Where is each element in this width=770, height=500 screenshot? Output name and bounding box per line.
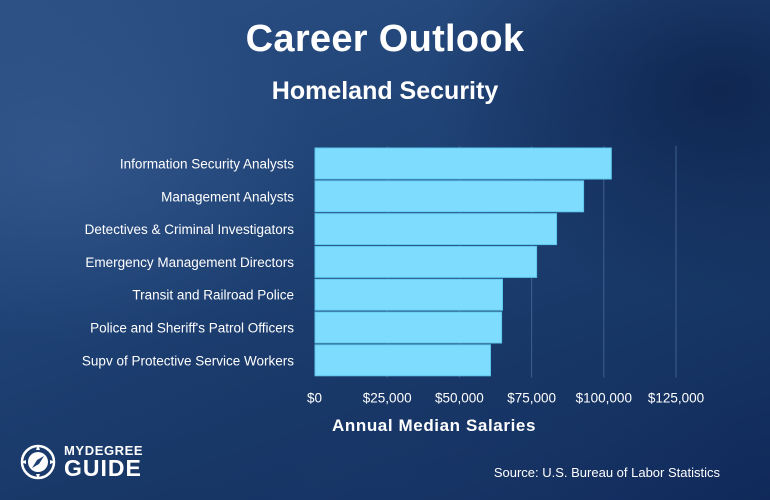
bar-5 bbox=[314, 311, 503, 344]
tick-label-3: $75,000 bbox=[507, 391, 556, 406]
compass-badge-icon bbox=[20, 444, 56, 480]
category-label-3: Emergency Management Directors bbox=[85, 255, 294, 270]
category-label-5: Police and Sheriff's Patrol Officers bbox=[90, 321, 294, 336]
source-note: Source: U.S. Bureau of Labor Statistics bbox=[493, 465, 720, 480]
mydegreeguide-logo: MYDEGREE GUIDE bbox=[18, 440, 143, 484]
tick-label-5: $125,000 bbox=[648, 391, 704, 406]
bar-0 bbox=[314, 147, 612, 180]
tick-label-1: $25,000 bbox=[363, 391, 412, 406]
bar-3 bbox=[314, 245, 538, 278]
bar-4 bbox=[314, 278, 504, 311]
tick-label-0: $0 bbox=[307, 391, 322, 406]
logo-wordmark-top: MYDEGREE bbox=[64, 443, 144, 458]
x-axis-label: Annual Median Salaries bbox=[331, 416, 537, 435]
bar-2 bbox=[314, 213, 558, 246]
tick-label-2: $50,000 bbox=[435, 391, 484, 406]
category-label-4: Transit and Railroad Police bbox=[132, 288, 294, 303]
chart-title: Career Outlook bbox=[245, 18, 525, 60]
category-label-1: Management Analysts bbox=[161, 189, 294, 204]
category-label-0: Information Security Analysts bbox=[120, 157, 294, 172]
chart-subtitle: Homeland Security bbox=[271, 77, 499, 105]
bar-6 bbox=[314, 344, 491, 377]
bar-1 bbox=[314, 180, 585, 213]
tick-label-4: $100,000 bbox=[576, 391, 632, 406]
logo-wordmark-bottom: GUIDE bbox=[64, 455, 142, 481]
category-label-6: Supv of Protective Service Workers bbox=[82, 353, 294, 368]
category-label-2: Detectives & Criminal Investigators bbox=[85, 222, 295, 237]
